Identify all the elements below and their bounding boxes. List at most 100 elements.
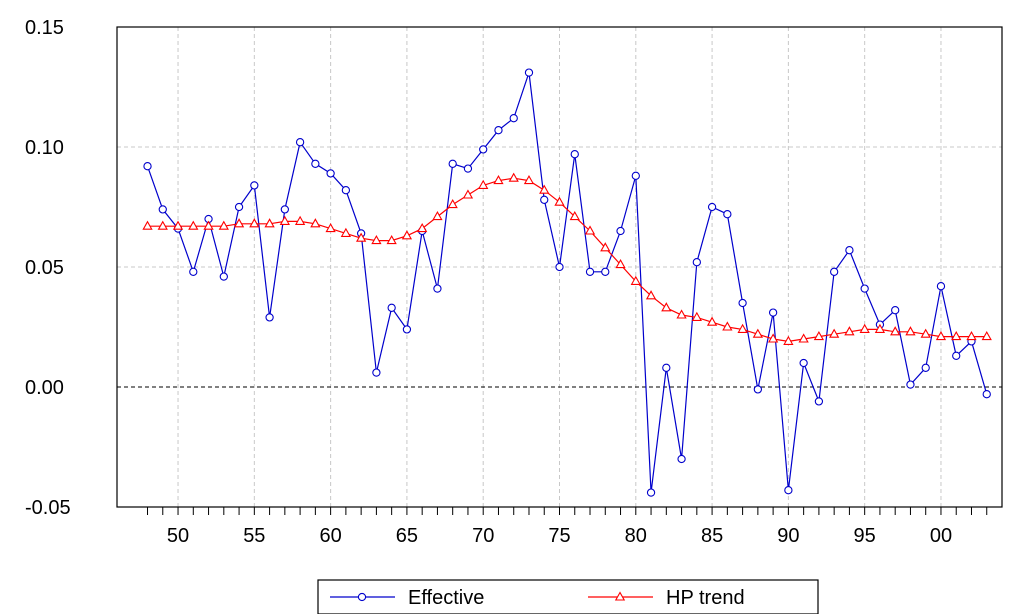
- data-point-effective: [341, 186, 351, 195]
- data-point-hp-trend: [523, 174, 535, 185]
- data-point-effective: [814, 397, 824, 406]
- data-point-hp-trend: [691, 311, 702, 321]
- data-point-hp-trend: [279, 215, 290, 225]
- data-point-hp-trend: [584, 225, 596, 235]
- data-point-hp-trend: [874, 323, 886, 333]
- y-tick-label: -0.05: [25, 497, 71, 519]
- data-point-effective: [402, 325, 412, 334]
- data-point-hp-trend: [508, 172, 519, 182]
- data-point-hp-trend: [981, 330, 992, 341]
- data-point-effective: [555, 262, 564, 272]
- data-point-hp-trend: [462, 189, 474, 199]
- series-line-effective: [146, 72, 988, 493]
- data-point-effective: [982, 390, 991, 399]
- data-point-effective: [295, 138, 305, 147]
- data-point-effective: [768, 308, 778, 317]
- data-point-hp-trend: [783, 335, 794, 345]
- data-point-hp-trend: [203, 220, 214, 230]
- data-point-effective: [601, 267, 610, 276]
- data-point-hp-trend: [767, 333, 779, 343]
- data-point-effective: [509, 114, 518, 123]
- y-tick-label: 0.10: [25, 137, 64, 159]
- data-point-hp-trend: [401, 230, 413, 240]
- data-point-hp-trend: [142, 220, 153, 230]
- data-point-effective: [143, 162, 152, 171]
- data-point-hp-trend: [737, 323, 748, 333]
- data-point-hp-trend: [829, 328, 840, 338]
- data-point-hp-trend: [935, 330, 947, 341]
- x-tick-label: 95: [854, 525, 876, 547]
- data-point-hp-trend: [890, 326, 901, 336]
- data-point-hp-trend: [417, 222, 428, 233]
- data-point-effective: [936, 282, 946, 291]
- legend-label-effective: Effective: [408, 587, 484, 609]
- data-point-effective: [387, 303, 396, 312]
- data-point-effective: [952, 351, 961, 360]
- data-point-effective: [585, 267, 595, 276]
- x-tick-label: 65: [396, 525, 418, 547]
- x-tick-label: 50: [167, 525, 189, 547]
- data-point-hp-trend: [340, 227, 352, 237]
- data-point-effective: [692, 258, 701, 267]
- x-tick-label: 85: [701, 525, 723, 547]
- x-tick-label: 00: [930, 525, 952, 547]
- data-point-effective: [631, 171, 640, 180]
- data-point-effective: [250, 181, 259, 190]
- data-point-hp-trend: [310, 218, 321, 228]
- y-axis: -0.05 0.00 0.05 0.10 0.15: [25, 17, 71, 519]
- y-tick-label: 0.15: [25, 17, 64, 39]
- data-point-hp-trend: [752, 328, 764, 338]
- legend-marker-hp-trend: [614, 591, 626, 601]
- data-point-hp-trend: [294, 215, 306, 225]
- data-point-effective: [738, 298, 747, 308]
- data-point-effective: [707, 202, 717, 212]
- data-point-hp-trend: [249, 218, 260, 228]
- data-point-hp-trend: [645, 290, 657, 300]
- data-point-hp-trend: [798, 333, 809, 343]
- data-point-effective: [753, 385, 763, 394]
- data-point-hp-trend: [157, 220, 168, 230]
- data-point-effective: [524, 68, 534, 77]
- data-point-hp-trend: [569, 210, 580, 221]
- data-point-effective: [311, 159, 320, 168]
- legend-label-hp-trend: HP trend: [666, 587, 745, 609]
- y-tick-label: 0.05: [25, 257, 64, 279]
- data-point-hp-trend: [630, 275, 641, 285]
- data-point-hp-trend: [371, 234, 382, 245]
- y-tick-label: 0.00: [25, 377, 64, 399]
- data-point-hp-trend: [447, 198, 458, 209]
- x-tick-label: 70: [472, 525, 494, 547]
- data-point-effective: [906, 380, 915, 389]
- data-point-effective: [234, 202, 244, 212]
- data-point-effective: [662, 363, 671, 372]
- data-point-hp-trend: [706, 316, 718, 326]
- x-tick-label: 55: [243, 525, 265, 547]
- data-point-effective: [463, 164, 473, 173]
- data-point-effective: [891, 306, 900, 315]
- x-tick-label: 60: [319, 525, 341, 547]
- data-point-hp-trend: [859, 323, 870, 333]
- data-point-hp-trend: [966, 330, 977, 341]
- data-point-effective: [219, 272, 228, 281]
- data-point-effective: [860, 284, 869, 293]
- x-axis: 50 55 60 65 70 75 80 85 90 95 00: [147, 507, 988, 547]
- data-point-hp-trend: [920, 328, 931, 338]
- data-point-hp-trend: [554, 196, 565, 206]
- data-point-hp-trend: [813, 330, 825, 341]
- data-point-hp-trend: [218, 220, 229, 230]
- data-point-hp-trend: [325, 222, 336, 233]
- data-point-effective: [540, 195, 549, 204]
- data-point-effective: [189, 267, 198, 276]
- data-point-effective: [646, 488, 656, 497]
- data-point-effective: [326, 169, 335, 178]
- data-point-effective: [448, 159, 457, 168]
- data-point-hp-trend: [386, 234, 397, 245]
- legend: Effective HP trend: [317, 579, 819, 614]
- data-point-hp-trend: [844, 326, 855, 336]
- data-point-hp-trend: [600, 242, 611, 252]
- data-point-hp-trend: [951, 330, 962, 341]
- data-point-effective: [570, 150, 579, 159]
- data-point-hp-trend: [493, 174, 504, 185]
- data-point-hp-trend: [172, 220, 184, 230]
